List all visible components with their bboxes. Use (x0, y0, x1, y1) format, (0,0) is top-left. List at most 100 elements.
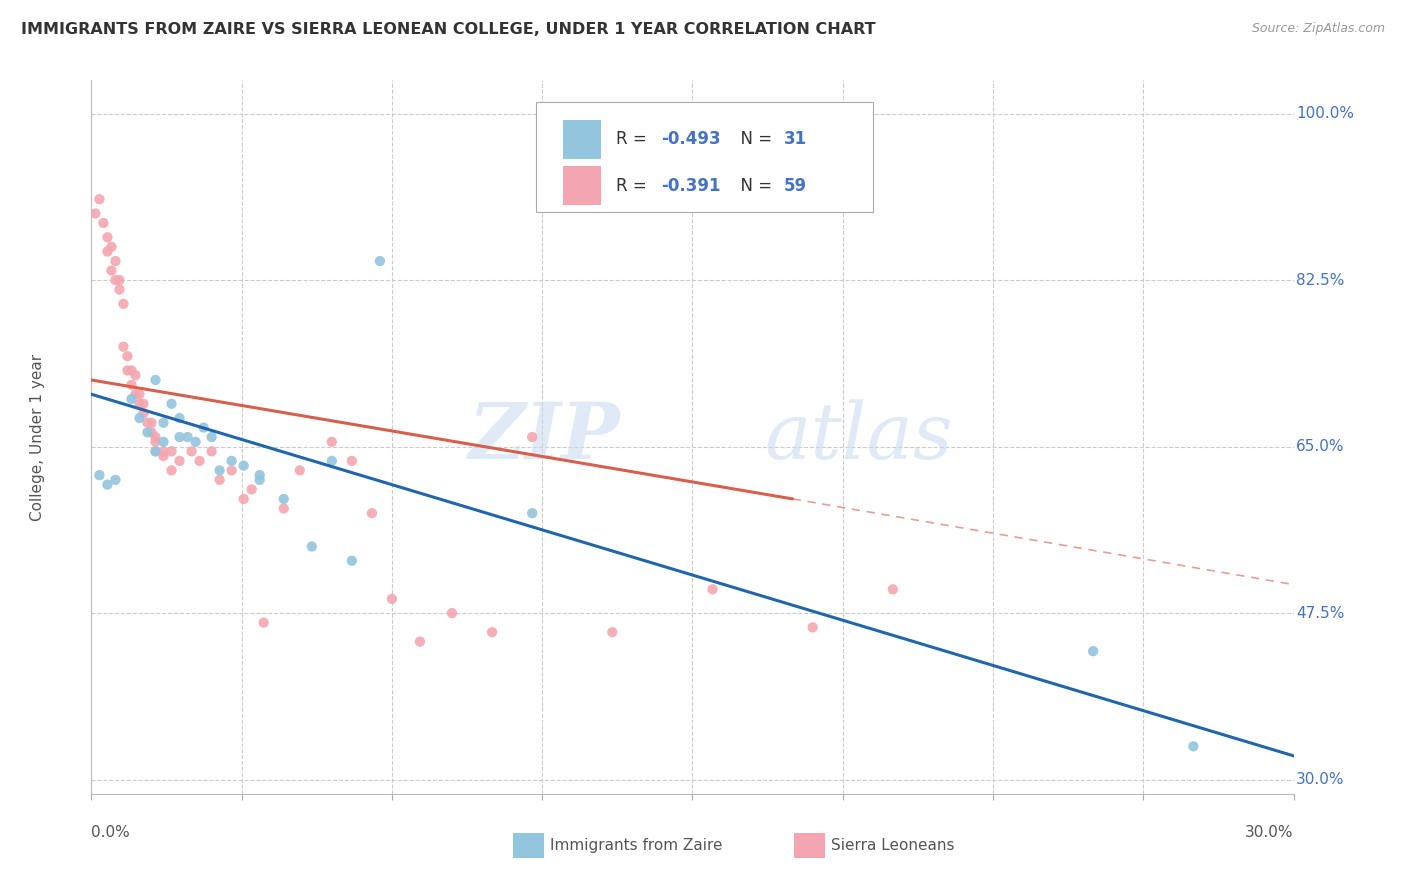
Point (145, 444, 167, 458)
Point (152, 434, 174, 449)
Point (124, 387, 146, 401)
Text: R =: R = (616, 177, 651, 194)
Text: 100.0%: 100.0% (1296, 106, 1354, 121)
Point (522, 506, 544, 520)
Text: -0.493: -0.493 (661, 130, 721, 148)
Point (249, 468, 271, 483)
Point (108, 273, 131, 287)
Text: N =: N = (730, 130, 778, 148)
Point (141, 425, 163, 440)
Text: 82.5%: 82.5% (1296, 273, 1344, 287)
Point (104, 273, 127, 287)
Point (184, 434, 207, 449)
Point (136, 425, 159, 440)
Point (368, 254, 391, 268)
Point (249, 473, 271, 487)
Text: ZIP: ZIP (468, 399, 620, 475)
Point (201, 430, 224, 444)
Point (1083, 644, 1105, 658)
Point (117, 349, 139, 363)
Point (93, 216, 115, 230)
Point (100, 240, 122, 254)
Point (136, 416, 159, 430)
Point (232, 458, 254, 473)
Point (160, 444, 183, 458)
Point (141, 416, 163, 430)
Point (112, 297, 135, 311)
Point (340, 554, 363, 568)
Point (84, 206, 107, 220)
Point (1182, 739, 1205, 754)
Point (145, 430, 167, 444)
Point (152, 444, 174, 458)
Point (96, 477, 118, 491)
Point (160, 463, 183, 477)
Point (128, 411, 150, 425)
Point (128, 397, 150, 411)
Text: Sierra Leoneans: Sierra Leoneans (831, 838, 955, 853)
Point (208, 463, 231, 477)
Point (221, 463, 243, 477)
Point (409, 634, 432, 648)
FancyBboxPatch shape (562, 166, 602, 205)
Text: 65.0%: 65.0% (1296, 439, 1344, 454)
Text: -0.391: -0.391 (661, 177, 721, 194)
Text: 30.0%: 30.0% (1296, 772, 1344, 787)
Point (100, 263, 122, 277)
Point (193, 420, 215, 434)
Point (169, 411, 191, 425)
FancyBboxPatch shape (536, 102, 873, 212)
Point (273, 501, 295, 516)
Point (132, 397, 155, 411)
Point (128, 387, 150, 401)
Text: atlas: atlas (765, 399, 953, 475)
Point (132, 406, 155, 420)
Point (522, 430, 544, 444)
Point (160, 397, 183, 411)
Point (89, 192, 111, 206)
Point (801, 620, 824, 634)
Text: R =: R = (616, 130, 651, 148)
Text: 47.5%: 47.5% (1296, 606, 1344, 621)
Text: N =: N = (730, 177, 778, 194)
Point (481, 625, 503, 640)
Point (96, 230, 118, 244)
Point (340, 454, 363, 468)
Text: 59: 59 (783, 177, 807, 194)
Point (232, 491, 254, 506)
Text: 31: 31 (783, 130, 807, 148)
Point (145, 444, 167, 458)
Text: 30.0%: 30.0% (1246, 825, 1294, 840)
Point (117, 363, 139, 377)
Text: College, Under 1 year: College, Under 1 year (30, 353, 45, 521)
Point (702, 582, 724, 597)
Point (145, 434, 167, 449)
Point (112, 340, 135, 354)
Point (188, 454, 211, 468)
Point (169, 454, 191, 468)
Point (89, 468, 111, 483)
Point (108, 283, 131, 297)
Point (240, 483, 263, 497)
Point (104, 473, 127, 487)
Point (221, 454, 243, 468)
Point (273, 491, 295, 506)
Point (121, 377, 143, 392)
Point (104, 254, 127, 268)
Point (381, 591, 404, 606)
Point (321, 454, 343, 468)
Point (201, 444, 224, 458)
Point (440, 606, 463, 620)
Point (253, 615, 276, 630)
Point (124, 368, 146, 383)
Point (169, 430, 191, 444)
Point (121, 363, 143, 377)
Text: Immigrants from Zaire: Immigrants from Zaire (550, 838, 723, 853)
Point (882, 582, 904, 597)
Point (208, 473, 231, 487)
Point (121, 392, 143, 406)
Text: IMMIGRANTS FROM ZAIRE VS SIERRA LEONEAN COLLEGE, UNDER 1 YEAR CORRELATION CHART: IMMIGRANTS FROM ZAIRE VS SIERRA LEONEAN … (21, 22, 876, 37)
Point (152, 449, 174, 463)
Text: 0.0%: 0.0% (91, 825, 131, 840)
Point (321, 434, 343, 449)
